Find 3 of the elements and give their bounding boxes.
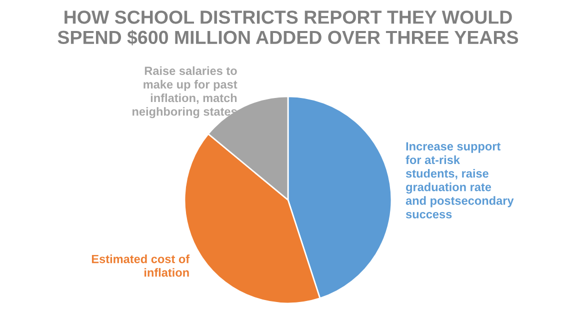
chart-title: HOW SCHOOL DISTRICTS REPORT THEY WOULD SPEND $600 MILLION ADDED OVER THREE YEARS	[58, 10, 518, 46]
slice-label: Increase support for at-risk students, raise graduation rate and postsecondary success	[406, 142, 514, 218]
slice-label: Estimated cost of inflation	[92, 254, 190, 277]
